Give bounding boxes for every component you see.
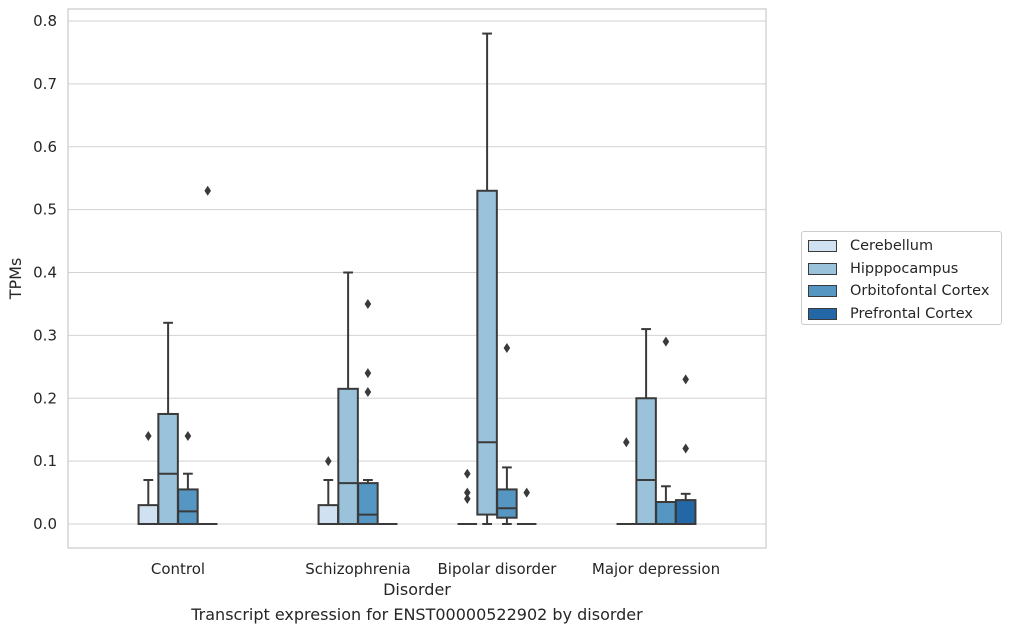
- box-body: [157, 412, 179, 525]
- legend-item-prefrontal-cortex: Prefrontal Cortex: [808, 303, 1001, 326]
- x-tick-label: Bipolar disorder: [438, 560, 558, 578]
- box-cerebellum-2: [457, 468, 478, 525]
- box-cerebellum-3: [616, 437, 637, 525]
- legend-label-hipppocampus: Hipppocampus: [850, 260, 959, 277]
- box-prefrontal-cortex-3: [674, 374, 697, 526]
- box-prefrontal-cortex-0: [197, 185, 218, 525]
- plot-area-frame: [67, 8, 767, 549]
- outlier-marker: [623, 437, 630, 448]
- box-body: [177, 488, 199, 526]
- box-body: [635, 397, 657, 525]
- box-orbitofontal-cortex-0: [177, 430, 199, 526]
- box-body: [357, 482, 379, 526]
- legend-label-cerebellum: Cerebellum: [850, 238, 934, 255]
- outlier-marker: [464, 493, 471, 504]
- box-body: [674, 499, 697, 526]
- outlier-marker: [364, 386, 372, 397]
- y-axis-title: TPMs: [6, 258, 25, 301]
- y-tick-label: 0.6: [33, 138, 57, 156]
- y-tick-label: 0.4: [33, 264, 57, 282]
- legend-label-orbitofontal-cortex: Orbitofontal Cortex: [850, 283, 990, 300]
- grid-lines: [68, 20, 766, 525]
- outlier-marker: [503, 342, 511, 353]
- outlier-marker: [682, 374, 689, 385]
- box-orbitofontal-cortex-1: [357, 298, 379, 526]
- box-body: [476, 189, 498, 516]
- outlier-marker: [523, 487, 530, 498]
- y-tick-label: 0.7: [33, 75, 57, 93]
- y-tick-label: 0.0: [33, 515, 57, 533]
- box-body: [655, 500, 677, 525]
- outlier-marker: [662, 336, 670, 347]
- outlier-marker: [364, 298, 372, 309]
- box-body: [317, 504, 340, 526]
- x-tick-label: Control: [151, 560, 205, 578]
- y-tick-label: 0.3: [33, 326, 57, 344]
- legend-swatch-orbitofontal-cortex: [808, 285, 837, 298]
- y-tick-label: 0.2: [33, 389, 57, 407]
- box-body: [337, 387, 359, 525]
- x-axis-title: Disorder: [383, 580, 451, 599]
- box-body: [137, 504, 160, 526]
- box-orbitofontal-cortex-3: [655, 336, 677, 525]
- chart-caption: Transcript expression for ENST0000052290…: [191, 605, 643, 624]
- y-tick-label: 0.5: [33, 201, 57, 219]
- y-tick-label: 0.1: [33, 452, 57, 470]
- boxes-layer: [137, 32, 697, 526]
- tick-labels: 0.0 0.1 0.2 0.3 0.4 0.5 0.6 0.7 0.8 Control Schizo…: [33, 12, 720, 578]
- legend-item-orbitofontal-cortex: Orbitofontal Cortex: [808, 280, 1001, 303]
- y-tick-label: 0.8: [33, 12, 57, 30]
- legend-swatch-prefrontal-cortex: [808, 307, 837, 320]
- box-body: [496, 488, 518, 519]
- box-hipppocampus-3: [635, 328, 657, 525]
- box-cerebellum-1: [317, 456, 340, 526]
- legend: Cerebellum Hipppocampus Orbitofontal Cor…: [801, 231, 1002, 325]
- outlier-marker: [184, 430, 192, 441]
- outlier-marker: [364, 368, 372, 379]
- box-orbitofontal-cortex-2: [496, 342, 518, 525]
- outlier-marker: [682, 443, 689, 454]
- outlier-marker: [325, 456, 332, 467]
- legend-swatch-cerebellum: [808, 240, 837, 253]
- outlier-marker: [464, 487, 471, 498]
- box-cerebellum-0: [137, 430, 160, 526]
- legend-swatch-hipppocampus: [808, 262, 837, 275]
- outlier-marker: [145, 430, 152, 441]
- x-tick-label: Schizophrenia: [305, 560, 410, 578]
- legend-item-hipppocampus: Hipppocampus: [808, 258, 1001, 281]
- box-prefrontal-cortex-2: [516, 487, 537, 525]
- x-tick-label: Major depression: [592, 560, 720, 578]
- legend-item-cerebellum: Cerebellum: [808, 235, 1001, 258]
- box-hipppocampus-1: [337, 271, 359, 525]
- outlier-marker: [464, 468, 471, 479]
- box-hipppocampus-0: [157, 321, 179, 525]
- outlier-marker: [204, 185, 211, 196]
- box-hipppocampus-2: [476, 32, 498, 525]
- legend-label-prefrontal-cortex: Prefrontal Cortex: [850, 305, 973, 322]
